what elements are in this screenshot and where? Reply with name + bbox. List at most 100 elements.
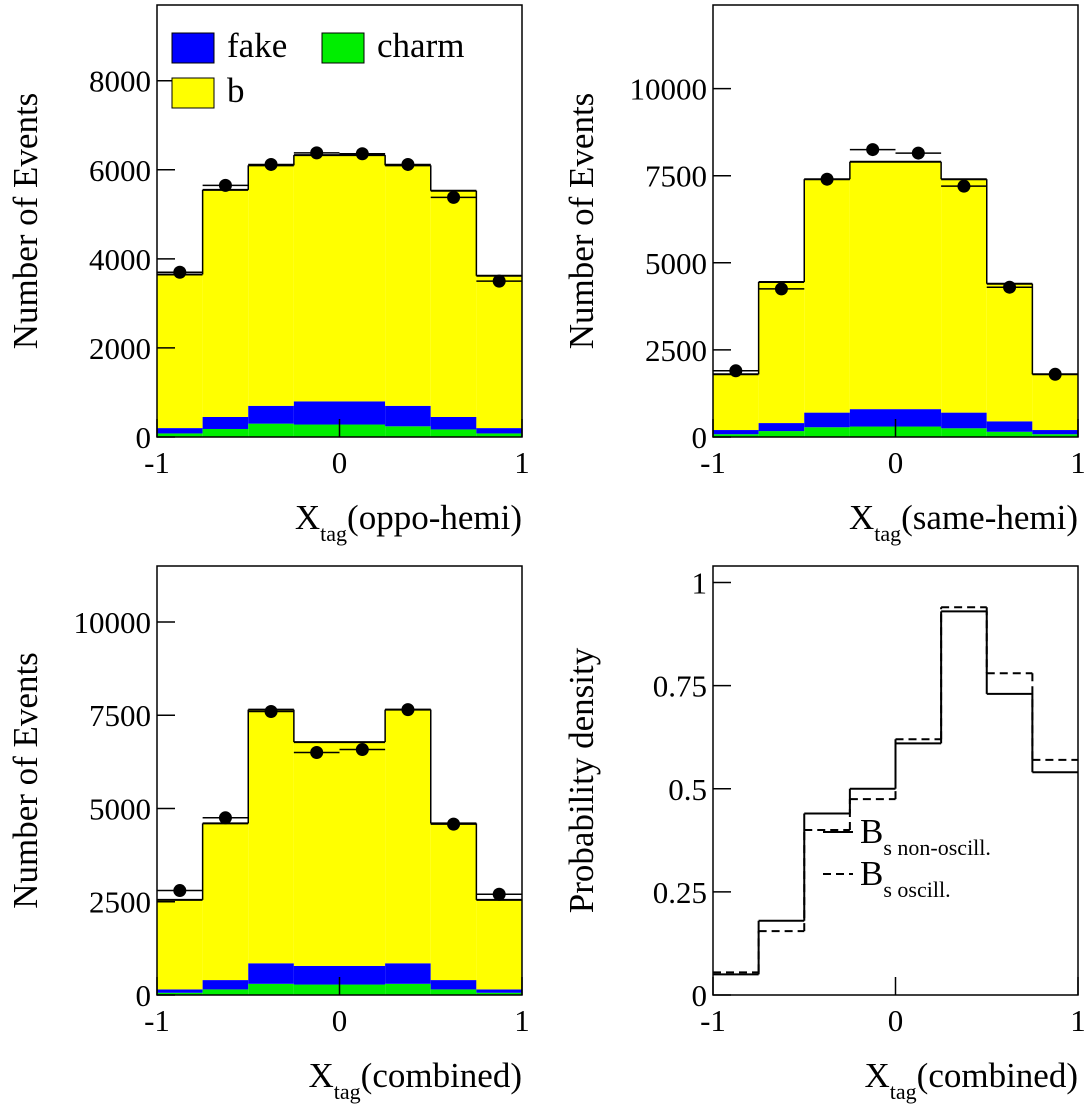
x-label-sub: tag bbox=[334, 1079, 361, 1104]
bar-segment bbox=[157, 274, 203, 429]
y-tick-label: 10000 bbox=[630, 72, 708, 107]
bar-segment bbox=[248, 709, 294, 964]
x-tick-label: 1 bbox=[1070, 1003, 1086, 1038]
y-tick-label: 0 bbox=[692, 420, 708, 455]
bar-segment bbox=[895, 409, 942, 427]
data-point bbox=[401, 157, 415, 171]
legend-label: fake bbox=[227, 26, 287, 65]
x-label-rest: (oppo-hemi) bbox=[347, 498, 522, 537]
y-tick-label: 2500 bbox=[89, 885, 151, 920]
x-tick-label: -1 bbox=[144, 1003, 170, 1038]
bar-segment bbox=[248, 405, 294, 424]
data-point bbox=[310, 746, 324, 760]
legend-label: b bbox=[227, 71, 245, 110]
x-label-sub: tag bbox=[890, 1079, 917, 1104]
y-tick-label: 7500 bbox=[645, 159, 707, 194]
bar-segment bbox=[476, 992, 522, 995]
data-point bbox=[492, 887, 506, 901]
bar-segment bbox=[339, 401, 386, 425]
bar-segment bbox=[895, 426, 942, 437]
data-point bbox=[1003, 280, 1017, 294]
data-point bbox=[447, 190, 461, 204]
bar-segment bbox=[248, 963, 294, 984]
data-point bbox=[173, 884, 187, 898]
bar-segment bbox=[339, 155, 386, 402]
data-point bbox=[264, 704, 278, 718]
bar-segment bbox=[849, 409, 896, 427]
y-tick-label: 7500 bbox=[89, 698, 151, 733]
y-tick-label: 2500 bbox=[645, 333, 707, 368]
bar-segment bbox=[293, 155, 340, 402]
bar-segment bbox=[157, 428, 203, 434]
bar-segment bbox=[713, 430, 759, 435]
bar-segment bbox=[476, 428, 522, 434]
bar-segment bbox=[293, 401, 340, 425]
bar-segment bbox=[758, 423, 805, 432]
y-tick-label: 5000 bbox=[645, 246, 707, 281]
x-tick-label: 1 bbox=[514, 445, 530, 480]
bar-segment bbox=[430, 989, 477, 995]
bar-segment bbox=[339, 742, 386, 966]
bar-segment bbox=[293, 742, 340, 966]
bar-segment bbox=[202, 189, 249, 417]
y-tick-label: 4000 bbox=[89, 242, 151, 277]
y-tick-label: 0 bbox=[692, 978, 708, 1013]
x-tick-label: 0 bbox=[888, 445, 904, 480]
data-point bbox=[355, 147, 369, 161]
bar-segment bbox=[804, 427, 850, 437]
x-tick-label: 0 bbox=[888, 1003, 904, 1038]
y-tick-label: 0.5 bbox=[668, 772, 707, 807]
data-point bbox=[173, 265, 187, 279]
y-tick-label: 10000 bbox=[74, 605, 152, 640]
bar-segment bbox=[713, 374, 759, 431]
x-axis-label: Xtag(same-hemi) bbox=[849, 498, 1078, 546]
bar-segment bbox=[849, 161, 896, 410]
bar-segment bbox=[385, 983, 431, 995]
bar-segment bbox=[804, 179, 850, 413]
legend-name: B bbox=[860, 812, 883, 851]
bar-segment bbox=[385, 426, 431, 437]
bar-segment bbox=[430, 980, 477, 990]
data-point bbox=[820, 172, 834, 186]
bar-segment bbox=[758, 431, 805, 437]
x-label-main: X bbox=[849, 498, 874, 537]
y-axis-label: Probability density bbox=[562, 647, 601, 913]
bar-segment bbox=[758, 281, 805, 424]
y-tick-label: 5000 bbox=[89, 791, 151, 826]
bar-segment bbox=[157, 899, 203, 990]
data-point bbox=[957, 179, 971, 193]
bar-segment bbox=[248, 423, 294, 437]
data-point bbox=[264, 157, 278, 171]
bar-segment bbox=[339, 984, 386, 995]
y-axis-label: Number of Events bbox=[6, 652, 45, 909]
bar-segment bbox=[248, 165, 294, 406]
data-point bbox=[401, 703, 415, 717]
bar-segment bbox=[430, 429, 477, 437]
bar-segment bbox=[476, 899, 522, 990]
x-label-rest: (same-hemi) bbox=[901, 498, 1078, 537]
bar-segment bbox=[430, 190, 477, 417]
bar-segment bbox=[157, 433, 203, 437]
y-tick-label: 6000 bbox=[89, 153, 151, 188]
data-point bbox=[218, 811, 232, 825]
bar-segment bbox=[293, 424, 340, 437]
y-tick-label: 8000 bbox=[89, 64, 151, 99]
bar-segment bbox=[157, 992, 203, 995]
bar-segment bbox=[202, 416, 249, 429]
data-point bbox=[774, 282, 788, 296]
bar-segment bbox=[1032, 430, 1078, 435]
bar-segment bbox=[385, 405, 431, 427]
legend-label: Bs non-oscill. bbox=[860, 812, 991, 860]
x-tick-label: -1 bbox=[144, 445, 170, 480]
bar-segment bbox=[339, 965, 386, 985]
bar-segment bbox=[986, 421, 1033, 432]
bar-segment bbox=[941, 428, 987, 437]
x-tick-label: 0 bbox=[332, 1003, 348, 1038]
y-tick-label: 1 bbox=[692, 566, 708, 601]
bar-segment bbox=[1032, 374, 1078, 431]
bar-segment bbox=[293, 984, 340, 995]
